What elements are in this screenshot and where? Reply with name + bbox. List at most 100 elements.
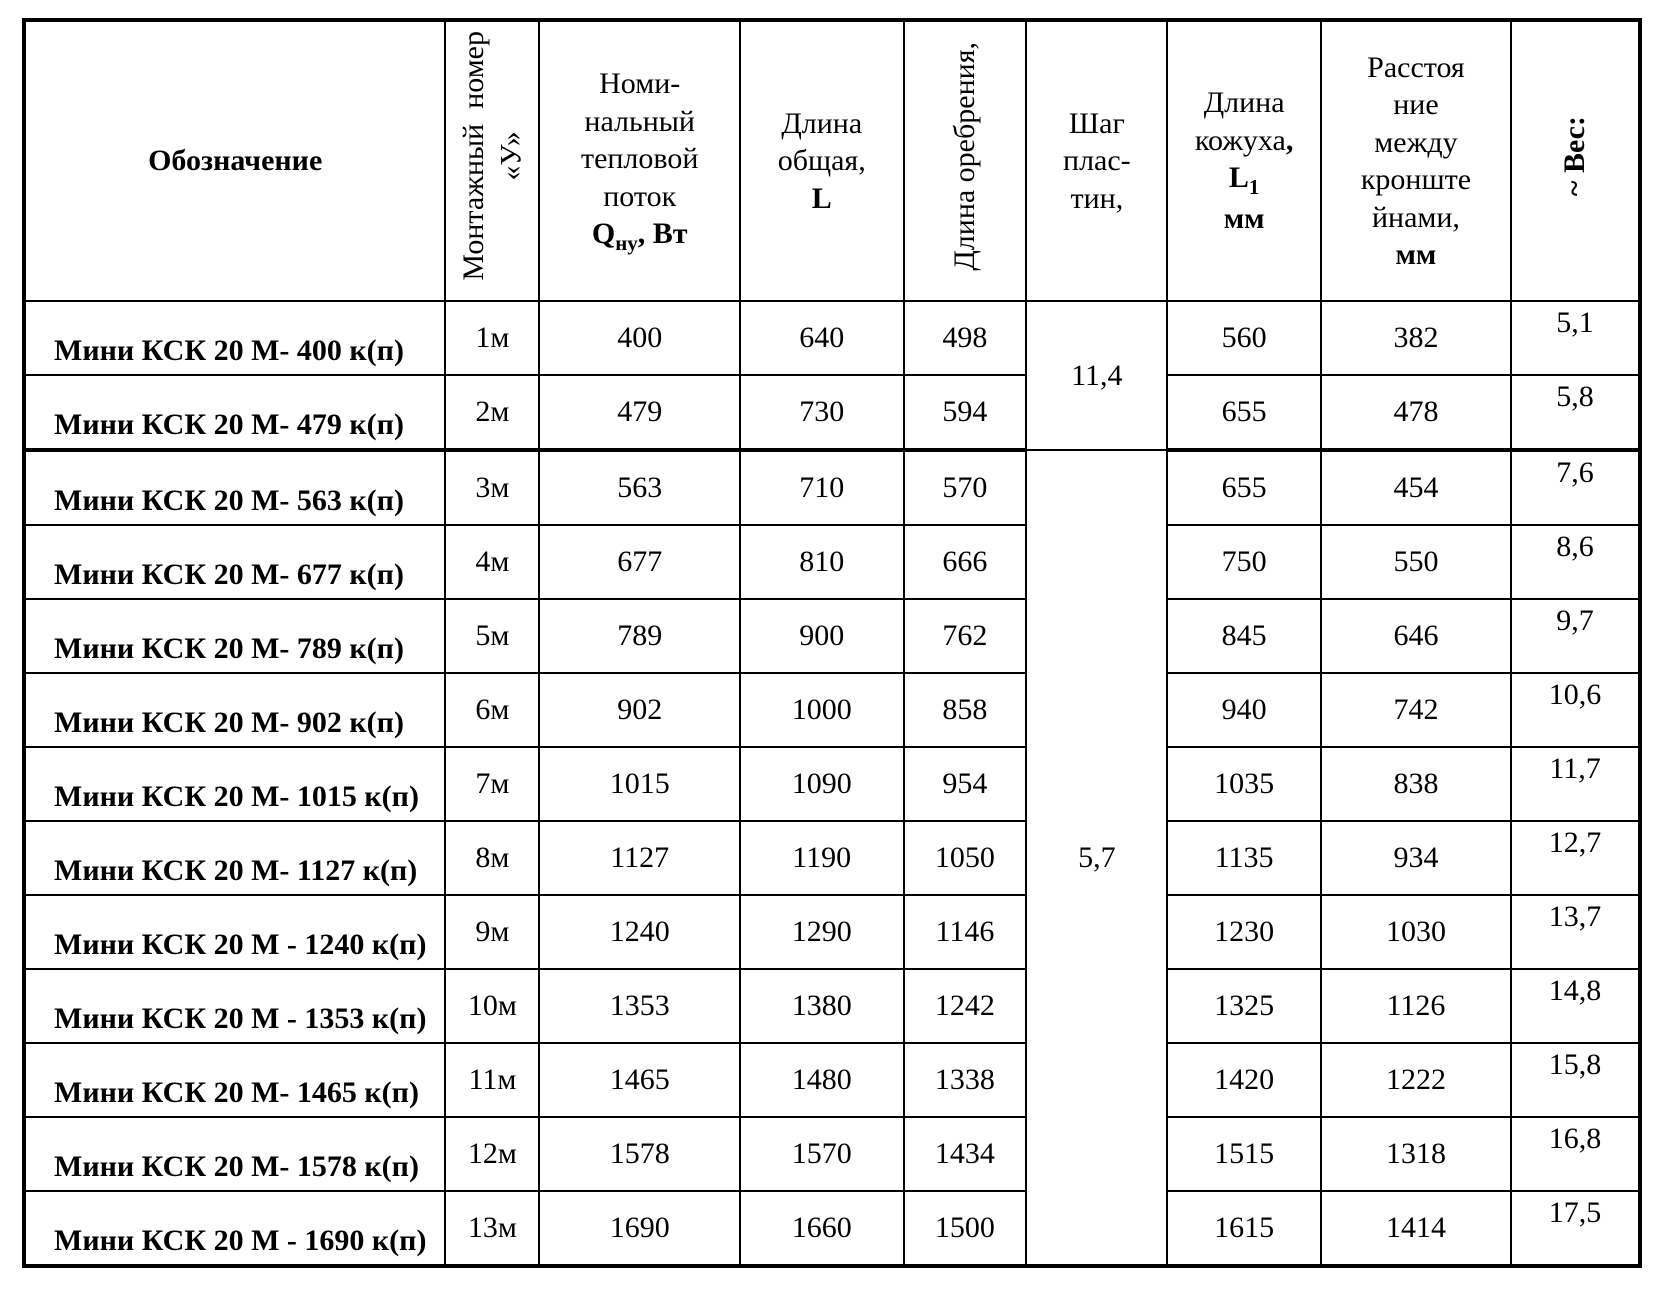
cell-mount-number: 8м — [445, 821, 539, 895]
cell-total-length: 1380 — [740, 969, 904, 1043]
cell-bracket-distance: 550 — [1321, 525, 1511, 599]
col-header-wt: ~ Вес: — [1511, 20, 1640, 301]
cell-designation: Мини КСК 20 М - 1353 к(п) — [24, 969, 445, 1043]
cell-casing-length: 940 — [1167, 673, 1320, 747]
cell-heat-flow: 789 — [539, 599, 739, 673]
cell-heat-flow: 1690 — [539, 1191, 739, 1266]
cell-casing-length: 1035 — [1167, 747, 1320, 821]
cell-weight: 14,8 — [1511, 969, 1640, 1043]
col-header-mount: Монтажный номер«У» — [445, 20, 539, 301]
cell-weight: 13,7 — [1511, 895, 1640, 969]
cell-bracket-distance: 1318 — [1321, 1117, 1511, 1191]
cell-weight: 5,1 — [1511, 301, 1640, 375]
cell-designation: Мини КСК 20 М- 1127 к(п) — [24, 821, 445, 895]
cell-designation: Мини КСК 20 М- 479 к(п) — [24, 375, 445, 450]
cell-casing-length: 1230 — [1167, 895, 1320, 969]
cell-designation: Мини КСК 20 М - 1690 к(п) — [24, 1191, 445, 1266]
cell-designation: Мини КСК 20 М - 1240 к(п) — [24, 895, 445, 969]
cell-designation: Мини КСК 20 М- 400 к(п) — [24, 301, 445, 375]
cell-bracket-distance: 646 — [1321, 599, 1511, 673]
cell-total-length: 1660 — [740, 1191, 904, 1266]
cell-total-length: 810 — [740, 525, 904, 599]
cell-heat-flow: 902 — [539, 673, 739, 747]
cell-designation: Мини КСК 20 М- 563 к(п) — [24, 450, 445, 525]
cell-mount-number: 5м — [445, 599, 539, 673]
cell-fin-length: 762 — [904, 599, 1027, 673]
cell-designation: Мини КСК 20 М- 1465 к(п) — [24, 1043, 445, 1117]
cell-heat-flow: 563 — [539, 450, 739, 525]
cell-fin-length: 1146 — [904, 895, 1027, 969]
cell-weight: 7,6 — [1511, 450, 1640, 525]
cell-bracket-distance: 1126 — [1321, 969, 1511, 1043]
cell-bracket-distance: 478 — [1321, 375, 1511, 450]
cell-mount-number: 2м — [445, 375, 539, 450]
table-row: Мини КСК 20 М- 563 к(п)3м5637105705,7655… — [24, 450, 1640, 525]
cell-total-length: 730 — [740, 375, 904, 450]
cell-mount-number: 10м — [445, 969, 539, 1043]
cell-weight: 16,8 — [1511, 1117, 1640, 1191]
cell-weight: 12,7 — [1511, 821, 1640, 895]
cell-total-length: 1480 — [740, 1043, 904, 1117]
cell-mount-number: 13м — [445, 1191, 539, 1266]
col-header-step: Шагплас-тин, — [1026, 20, 1167, 301]
table-row: Мини КСК 20 М- 1465 к(п)11м1465148013381… — [24, 1043, 1640, 1117]
table-body: Мини КСК 20 М- 400 к(п)1м40064049811,456… — [24, 301, 1640, 1266]
col-header-name: Обозначение — [24, 20, 445, 301]
table-row: Мини КСК 20 М- 1015 к(п)7м10151090954103… — [24, 747, 1640, 821]
cell-mount-number: 1м — [445, 301, 539, 375]
cell-weight: 8,6 — [1511, 525, 1640, 599]
cell-heat-flow: 1240 — [539, 895, 739, 969]
cell-fin-length: 1500 — [904, 1191, 1027, 1266]
cell-total-length: 900 — [740, 599, 904, 673]
cell-fin-length: 498 — [904, 301, 1027, 375]
cell-weight: 9,7 — [1511, 599, 1640, 673]
cell-casing-length: 1325 — [1167, 969, 1320, 1043]
cell-heat-flow: 1578 — [539, 1117, 739, 1191]
cell-bracket-distance: 454 — [1321, 450, 1511, 525]
cell-bracket-distance: 838 — [1321, 747, 1511, 821]
cell-bracket-distance: 1222 — [1321, 1043, 1511, 1117]
table-header: ОбозначениеМонтажный номер«У»Номи-нальны… — [24, 20, 1640, 301]
cell-heat-flow: 400 — [539, 301, 739, 375]
table-row: Мини КСК 20 М- 677 к(п)4м677810666750550… — [24, 525, 1640, 599]
cell-mount-number: 12м — [445, 1117, 539, 1191]
cell-fin-length: 570 — [904, 450, 1027, 525]
cell-casing-length: 1515 — [1167, 1117, 1320, 1191]
cell-fin-length: 1050 — [904, 821, 1027, 895]
cell-fin-length: 594 — [904, 375, 1027, 450]
cell-casing-length: 845 — [1167, 599, 1320, 673]
cell-mount-number: 11м — [445, 1043, 539, 1117]
cell-fin-length: 1434 — [904, 1117, 1027, 1191]
cell-total-length: 1570 — [740, 1117, 904, 1191]
table-row: Мини КСК 20 М- 400 к(п)1м40064049811,456… — [24, 301, 1640, 375]
cell-heat-flow: 1353 — [539, 969, 739, 1043]
col-header-len: Длинаобщая,L — [740, 20, 904, 301]
cell-total-length: 1290 — [740, 895, 904, 969]
col-header-fin: Длина оребрения, — [904, 20, 1027, 301]
cell-designation: Мини КСК 20 М- 1015 к(п) — [24, 747, 445, 821]
table-row: Мини КСК 20 М- 902 к(п)6м902100085894074… — [24, 673, 1640, 747]
cell-fin-length: 1242 — [904, 969, 1027, 1043]
table-row: Мини КСК 20 М - 1240 к(п)9м1240129011461… — [24, 895, 1640, 969]
cell-fin-step: 5,7 — [1026, 450, 1167, 1266]
cell-weight: 11,7 — [1511, 747, 1640, 821]
cell-heat-flow: 677 — [539, 525, 739, 599]
table-row: Мини КСК 20 М- 1127 к(п)8м11271190105011… — [24, 821, 1640, 895]
cell-weight: 15,8 — [1511, 1043, 1640, 1117]
cell-bracket-distance: 1414 — [1321, 1191, 1511, 1266]
cell-casing-length: 1420 — [1167, 1043, 1320, 1117]
cell-designation: Мини КСК 20 М- 902 к(п) — [24, 673, 445, 747]
cell-casing-length: 655 — [1167, 375, 1320, 450]
cell-total-length: 1090 — [740, 747, 904, 821]
cell-bracket-distance: 382 — [1321, 301, 1511, 375]
cell-mount-number: 4м — [445, 525, 539, 599]
table-row: Мини КСК 20 М - 1690 к(п)13м169016601500… — [24, 1191, 1640, 1266]
cell-casing-length: 750 — [1167, 525, 1320, 599]
cell-casing-length: 560 — [1167, 301, 1320, 375]
cell-mount-number: 7м — [445, 747, 539, 821]
cell-total-length: 640 — [740, 301, 904, 375]
cell-casing-length: 1135 — [1167, 821, 1320, 895]
cell-total-length: 1000 — [740, 673, 904, 747]
cell-heat-flow: 479 — [539, 375, 739, 450]
spec-table: ОбозначениеМонтажный номер«У»Номи-нальны… — [22, 18, 1642, 1268]
